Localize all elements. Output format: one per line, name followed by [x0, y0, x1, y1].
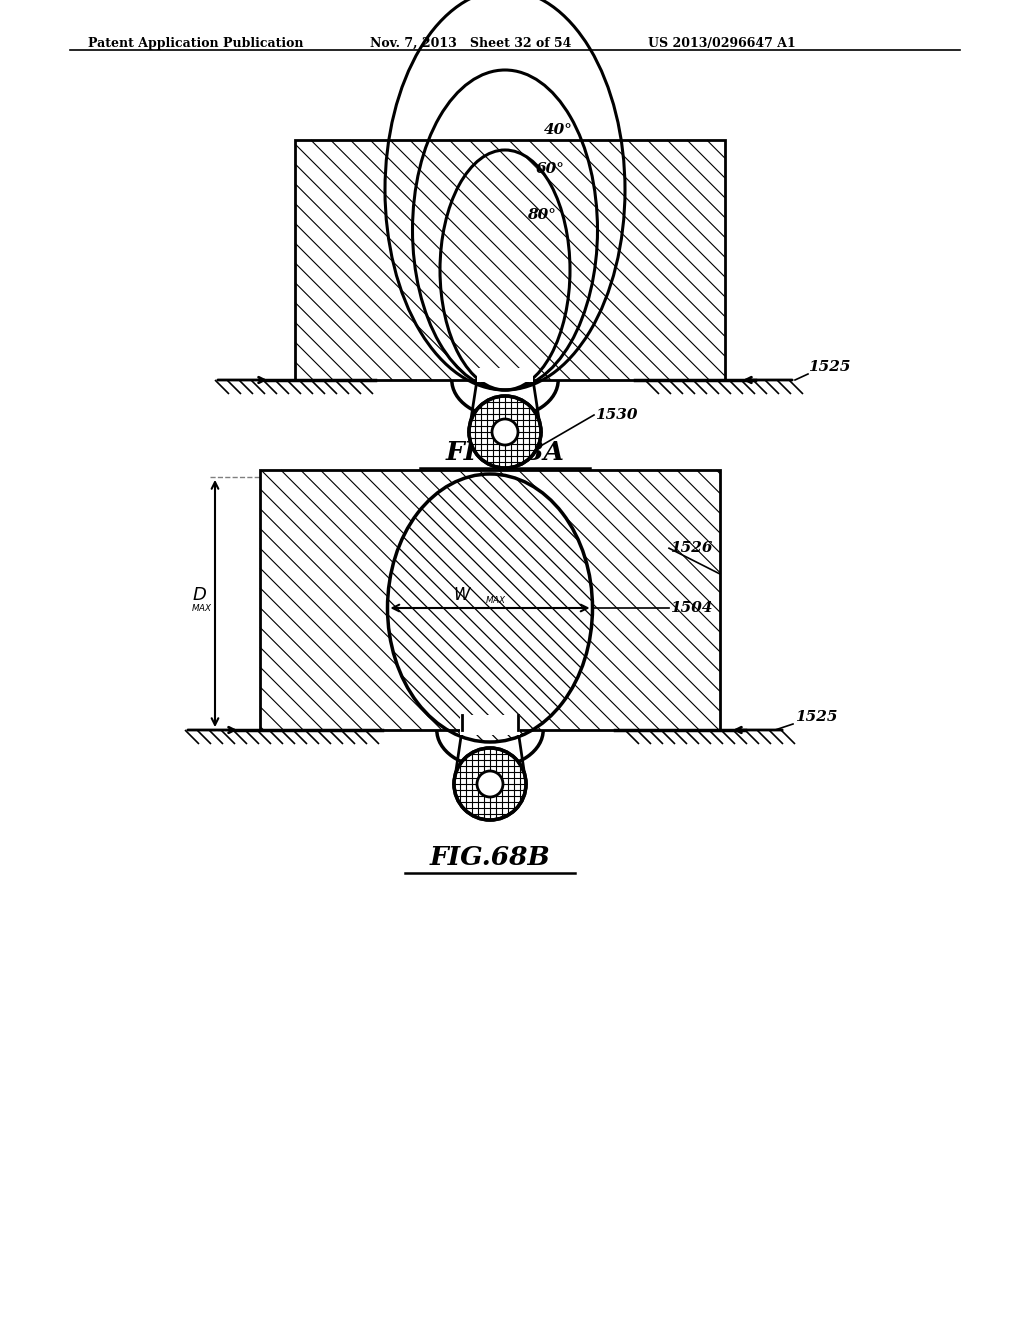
Text: US 2013/0296647 A1: US 2013/0296647 A1: [648, 37, 796, 50]
Bar: [260, 470, 720, 730]
Text: 80°: 80°: [527, 207, 556, 222]
Circle shape: [454, 748, 526, 820]
Text: 1530: 1530: [595, 408, 638, 422]
Text: Patent Application Publication: Patent Application Publication: [88, 37, 303, 50]
Text: 1526: 1526: [670, 541, 713, 556]
Bar: [460, 715, 520, 735]
Text: 1525: 1525: [795, 710, 838, 723]
Text: 60°: 60°: [536, 162, 564, 176]
Circle shape: [477, 771, 503, 797]
Text: $W$: $W$: [453, 587, 472, 605]
Text: 1525: 1525: [808, 360, 851, 374]
Text: 40°: 40°: [544, 123, 572, 137]
Bar: [462, 718, 518, 733]
Text: FIG.68A: FIG.68A: [445, 440, 564, 465]
Text: $_{MAX}$: $_{MAX}$: [485, 593, 507, 606]
Ellipse shape: [387, 474, 593, 742]
Text: $_{MAX}$: $_{MAX}$: [191, 601, 213, 614]
Text: FIG.68B: FIG.68B: [430, 845, 550, 870]
Circle shape: [469, 396, 541, 469]
Circle shape: [492, 418, 518, 445]
Bar: [477, 368, 534, 381]
Bar: [295, 140, 725, 380]
Text: 1504: 1504: [670, 601, 713, 615]
Text: Nov. 7, 2013   Sheet 32 of 54: Nov. 7, 2013 Sheet 32 of 54: [370, 37, 571, 50]
Text: $D$: $D$: [193, 586, 207, 605]
